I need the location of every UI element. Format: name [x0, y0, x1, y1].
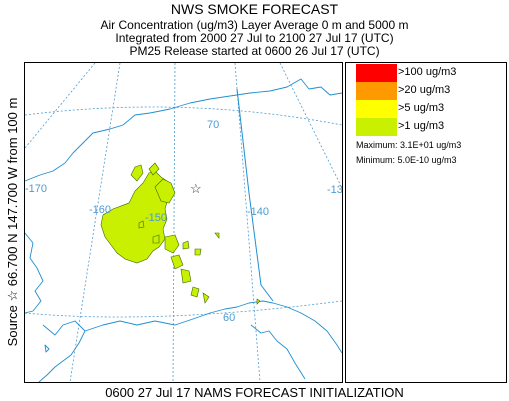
meridian-170 [25, 63, 96, 149]
plume-north [130, 164, 144, 182]
forecast-title: NWS SMOKE FORECAST [170, 1, 339, 17]
legend-label-20: >20 ug/m3 [398, 84, 451, 96]
grid-label-minus-160: -160 [89, 204, 111, 216]
source-location-text: Source ☆ 66.700 N 147.700 W from 100 m [5, 97, 20, 347]
legend-label-5: >5 ug/m3 [398, 102, 445, 114]
legend-label-1: >1 ug/m3 [398, 120, 445, 132]
plume-north-2 [148, 162, 160, 176]
plume-tail-3 [180, 268, 192, 284]
legend-swatch-5 [356, 100, 397, 118]
grid-label-minus-140: -140 [247, 206, 269, 218]
canada-border [236, 88, 274, 302]
source-star-icon: ☆ [190, 181, 202, 196]
smoke-plume [100, 162, 261, 305]
plume-tail-5 [202, 292, 210, 304]
plume-tail-2 [170, 254, 184, 270]
alaska-west-coast [25, 162, 66, 182]
plume-spot-4 [256, 298, 261, 305]
plume-tail-4 [190, 286, 200, 298]
forecast-initialization: 0600 27 Jul 17 NAMS FORECAST INITIALIZAT… [105, 385, 404, 400]
grid-label-70: 70 [207, 119, 219, 131]
legend-maximum: Maximum: 3.1E+01 ug/m3 [356, 140, 462, 150]
parallel-60 [25, 300, 342, 318]
plume-spot-1 [152, 234, 160, 244]
inside-passage-coast [250, 324, 306, 380]
yukon-delta-coast [25, 232, 44, 314]
legend-label-100: >100 ug/m3 [398, 66, 457, 78]
coastlines [25, 78, 342, 382]
legend-minimum: Minimum: 5.0E-10 ug/m3 [356, 155, 457, 165]
parallel-70 [25, 106, 342, 126]
map-canvas: -170 -160 -150 -140 -130 70 60 ☆ [25, 63, 342, 382]
plume-spot-5 [138, 220, 145, 229]
grid-label-60: 60 [223, 312, 235, 324]
grid-labels: -170 -160 -150 -140 -130 70 60 [25, 119, 342, 324]
plume-spot-2 [182, 240, 190, 250]
legend-swatch-100 [356, 64, 397, 82]
alaska-north-coast [64, 78, 342, 164]
integration-period: Integrated from 2000 27 Jul to 2100 27 J… [115, 31, 394, 45]
concentration-legend: >100 ug/m3 >20 ug/m3 >5 ug/m3 >1 ug/m3 M… [345, 62, 507, 383]
meridian-140 [234, 63, 261, 382]
graticule [25, 63, 342, 382]
concentration-subtitle: Air Concentration (ug/m3) Layer Average … [100, 18, 409, 32]
legend-swatch-1 [356, 118, 397, 136]
plume-spot-6 [194, 248, 202, 256]
bristol-bay-coast [38, 320, 86, 382]
release-info: PM25 Release started at 0600 26 Jul 17 (… [129, 44, 380, 58]
plume-tail-1 [164, 234, 180, 254]
smoke-map: -170 -160 -150 -140 -130 70 60 ☆ [24, 62, 343, 383]
grid-label-minus-170: -170 [25, 183, 47, 195]
plume-spot-3 [214, 232, 220, 239]
meridian-160 [69, 63, 121, 382]
plume-east [154, 178, 176, 204]
meridian-130 [279, 63, 342, 189]
grid-label-minus-150: -150 [145, 212, 167, 224]
meridian-150 [172, 63, 176, 382]
gulf-of-alaska-coast [84, 300, 342, 354]
grid-label-minus-130: -130 [327, 184, 342, 196]
pribilof-island [44, 344, 50, 353]
legend-swatch-20 [356, 82, 397, 100]
